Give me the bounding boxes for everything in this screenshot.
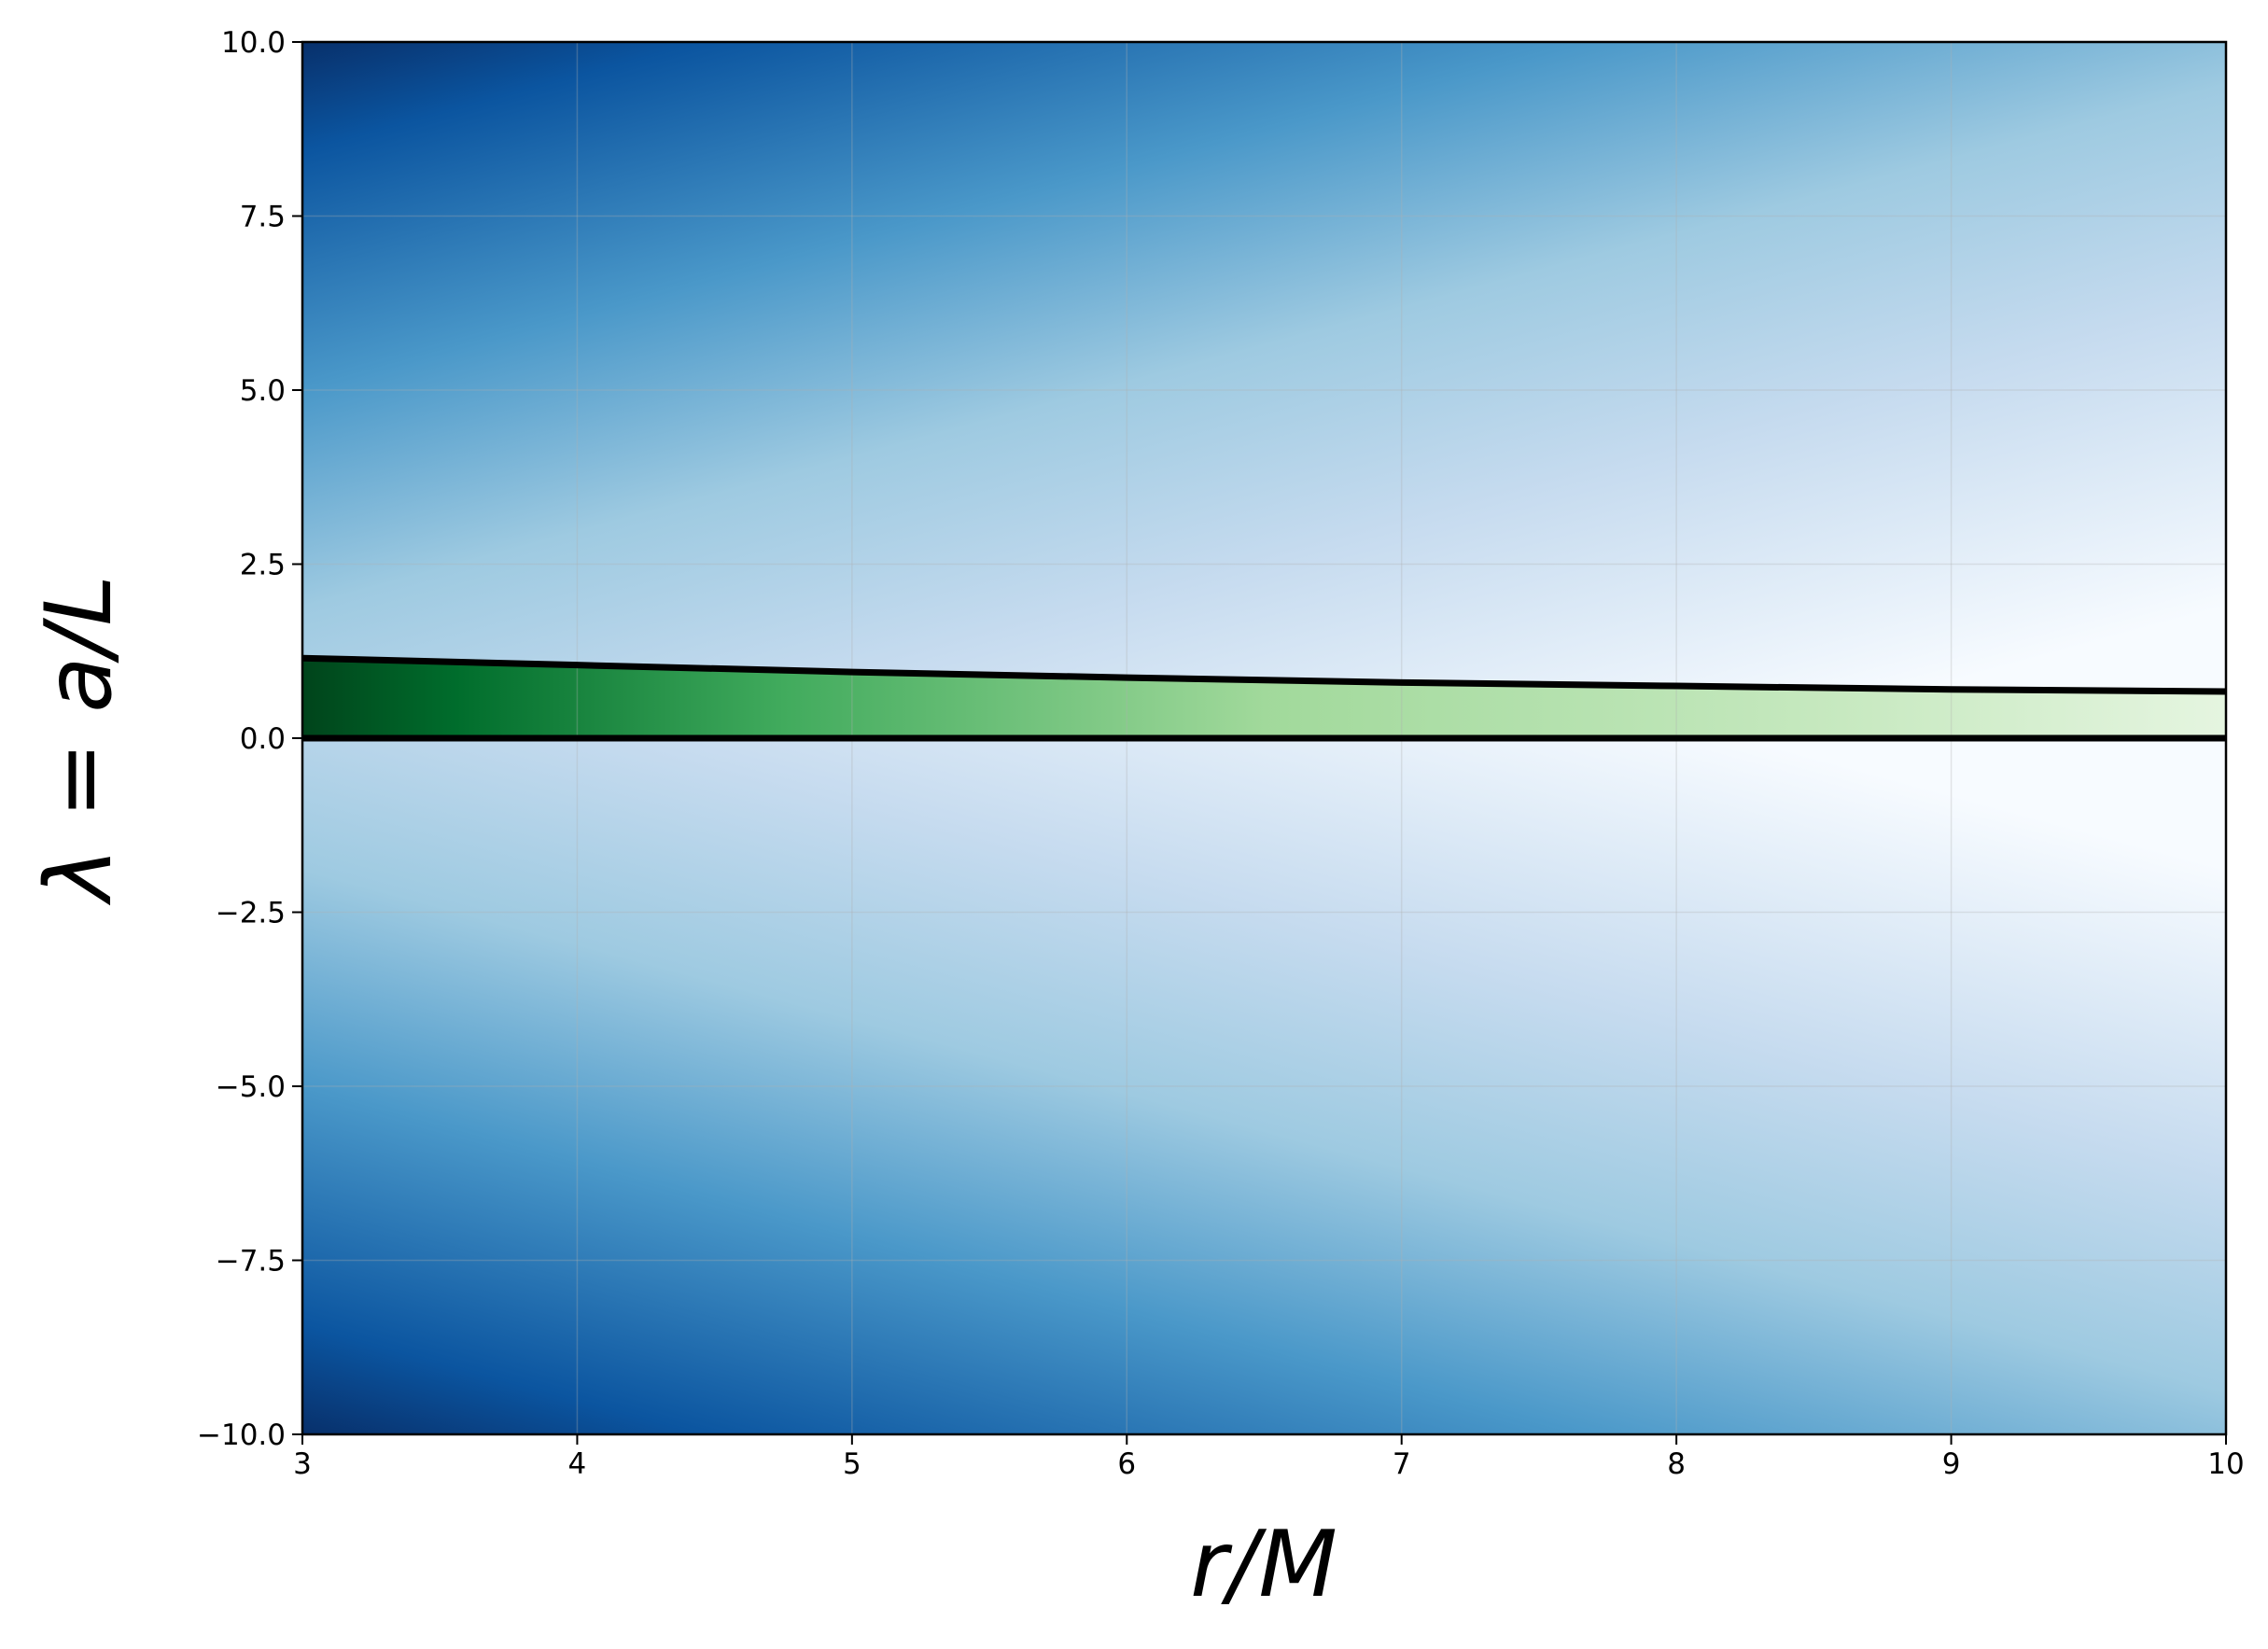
y-tick-label: −2.5 [216, 897, 286, 930]
x-tick-label: 8 [1667, 1447, 1686, 1481]
x-tick-label: 7 [1393, 1447, 1411, 1481]
y-tick-label: 0.0 [240, 722, 286, 756]
x-tick-label: 6 [1117, 1447, 1136, 1481]
lower-shading [302, 738, 2226, 1434]
y-tick-label: 7.5 [240, 201, 286, 234]
x-axis-label: r/M [1190, 1512, 1337, 1618]
y-tick-label: −10.0 [197, 1418, 286, 1452]
band [302, 658, 2226, 738]
y-tick-label: 2.5 [240, 549, 286, 582]
y-axis-label: λ = a/L [26, 575, 133, 906]
x-tick-label: 5 [843, 1447, 861, 1481]
y-tick-label: 10.0 [221, 26, 286, 60]
y-tick-label: −7.5 [216, 1245, 286, 1279]
series-line [301, 654, 2227, 695]
upper-shading [302, 42, 2226, 738]
x-tick-label: 9 [1942, 1447, 1961, 1481]
plot-area [301, 41, 2227, 1435]
y-tick-label: 5.0 [240, 374, 286, 408]
x-tick-label: 10 [2207, 1447, 2244, 1481]
x-tick-label: 4 [568, 1447, 587, 1481]
y-tick-label: −5.0 [216, 1070, 286, 1104]
x-tick-label: 3 [293, 1447, 312, 1481]
